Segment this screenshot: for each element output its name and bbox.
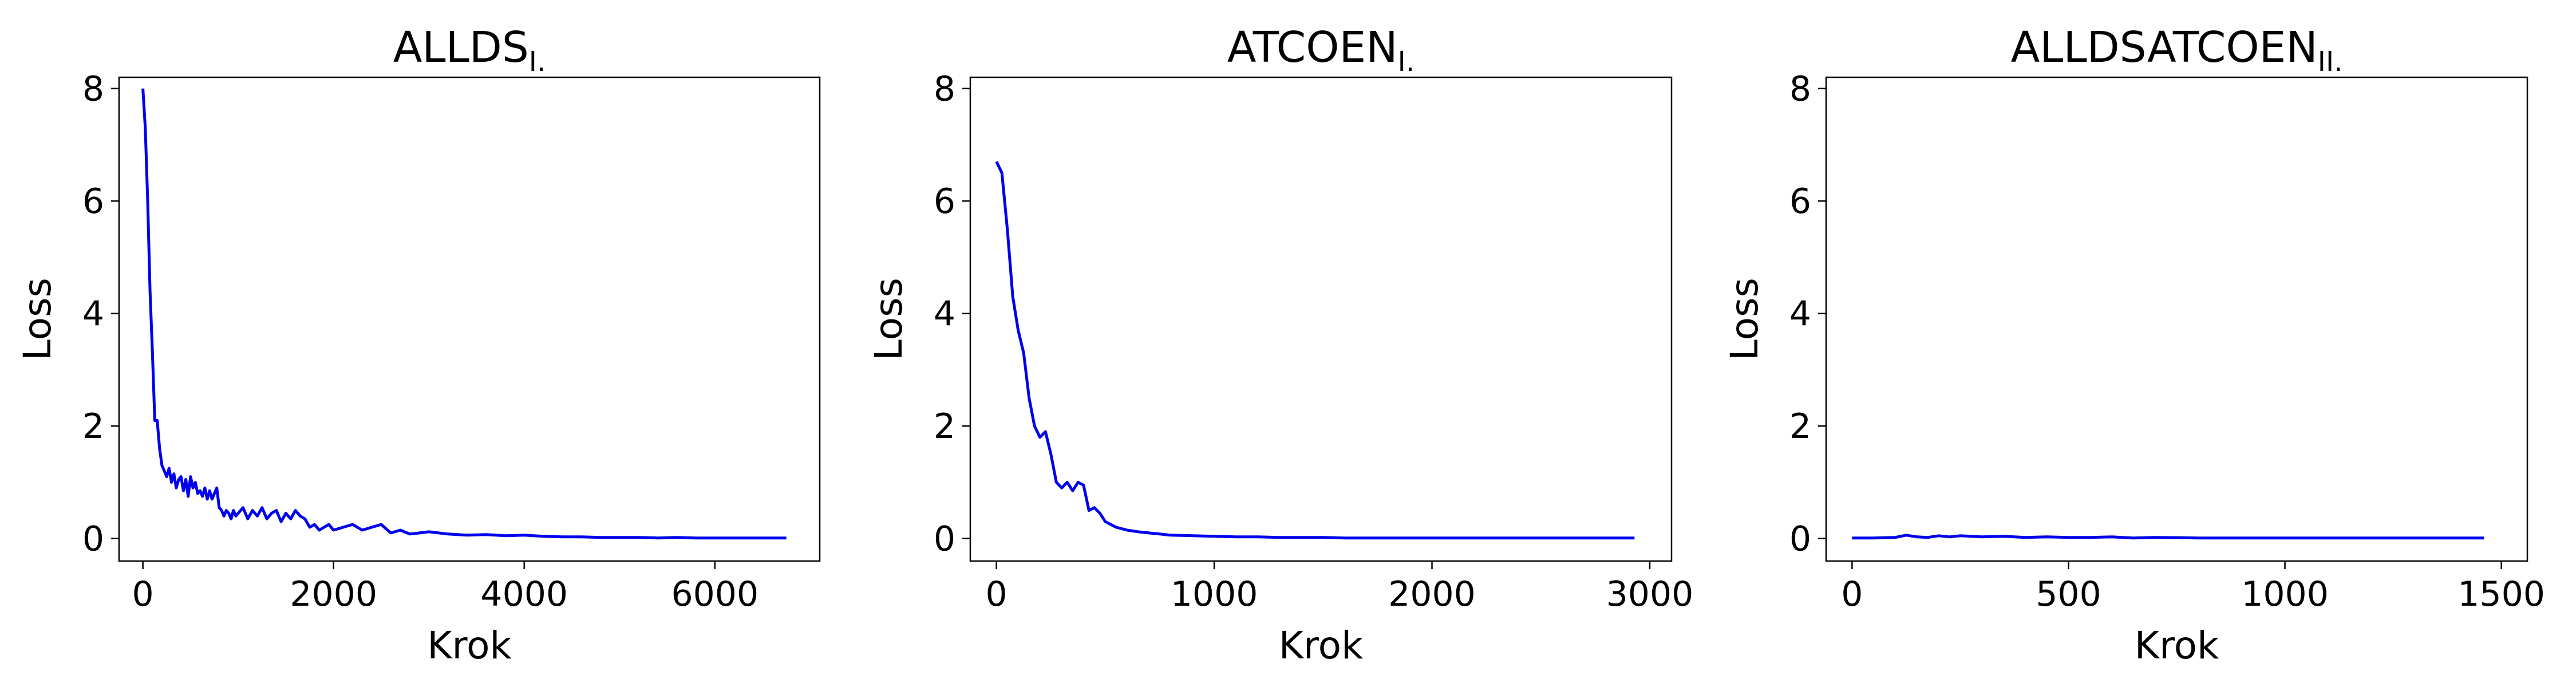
x-tick-label: 6000 bbox=[671, 574, 758, 614]
chart-title: ATCOENI. bbox=[1227, 23, 1415, 78]
chart-title-subscript: I. bbox=[1398, 46, 1415, 78]
x-tick-label: 3000 bbox=[1606, 574, 1694, 614]
plot-frame bbox=[118, 76, 821, 562]
x-tick-label: 0 bbox=[132, 574, 154, 614]
x-tick-label: 1000 bbox=[2241, 574, 2329, 614]
y-tick-label: 4 bbox=[934, 294, 955, 334]
y-tick-label: 4 bbox=[1789, 294, 1811, 334]
x-tick-label: 1000 bbox=[1171, 574, 1258, 614]
plot-frame bbox=[969, 76, 1673, 562]
chart-3: 0 500 1000 1500 0 2 4 6 8 Krok Loss ALLDSATCOENII. bbox=[1722, 23, 2545, 668]
chart-title-main: ALLDS bbox=[393, 23, 529, 72]
x-tick-label: 0 bbox=[1841, 574, 1863, 614]
x-tick-label: 1500 bbox=[2458, 574, 2545, 614]
y-tick-label: 0 bbox=[934, 519, 955, 559]
chart-title-subscript: II. bbox=[2318, 46, 2343, 78]
x-tick-label: 2000 bbox=[290, 574, 377, 614]
plot-frame bbox=[1825, 76, 2528, 562]
x-tick-label: 4000 bbox=[480, 574, 568, 614]
chart-title: ALLDSI. bbox=[393, 23, 546, 78]
chart-title-main: ALLDSATCOEN bbox=[2011, 23, 2318, 72]
y-axis-label: Loss bbox=[15, 278, 60, 361]
chart-title: ALLDSATCOENII. bbox=[2011, 23, 2343, 78]
y-tick-label: 2 bbox=[82, 406, 104, 447]
y-tick-label: 2 bbox=[1789, 406, 1811, 447]
series-line bbox=[995, 161, 1635, 540]
series-line bbox=[1852, 534, 2484, 540]
x-tick-label: 0 bbox=[986, 574, 1008, 614]
x-axis-label: Krok bbox=[2135, 623, 2219, 668]
y-tick-label: 6 bbox=[934, 181, 955, 222]
x-tick-label: 500 bbox=[2036, 574, 2101, 614]
y-tick-label: 6 bbox=[1789, 181, 1811, 222]
x-axis-label: Krok bbox=[427, 623, 512, 668]
chart-title-main: ATCOEN bbox=[1227, 23, 1398, 72]
x-axis-label: Krok bbox=[1279, 623, 1364, 668]
chart-1: 0 2000 4000 6000 0 2 4 6 8 Krok Loss ALLDSI. bbox=[15, 23, 821, 668]
y-tick-label: 8 bbox=[1789, 69, 1811, 109]
x-tick-label: 2000 bbox=[1388, 574, 1476, 614]
y-tick-label: 6 bbox=[82, 181, 104, 222]
y-axis-label: Loss bbox=[1722, 278, 1767, 361]
chart-2: 0 1000 2000 3000 0 2 4 6 8 Krok Loss ATCOENI. bbox=[867, 23, 1693, 668]
y-tick-label: 8 bbox=[82, 69, 104, 109]
y-tick-label: 0 bbox=[82, 519, 104, 559]
y-axis-label: Loss bbox=[867, 278, 911, 361]
chart-title-subscript: I. bbox=[529, 46, 546, 78]
y-tick-label: 0 bbox=[1789, 519, 1811, 559]
y-tick-label: 2 bbox=[934, 406, 955, 447]
series-line bbox=[141, 88, 787, 540]
y-tick-label: 8 bbox=[934, 69, 955, 109]
y-tick-label: 4 bbox=[82, 294, 104, 334]
